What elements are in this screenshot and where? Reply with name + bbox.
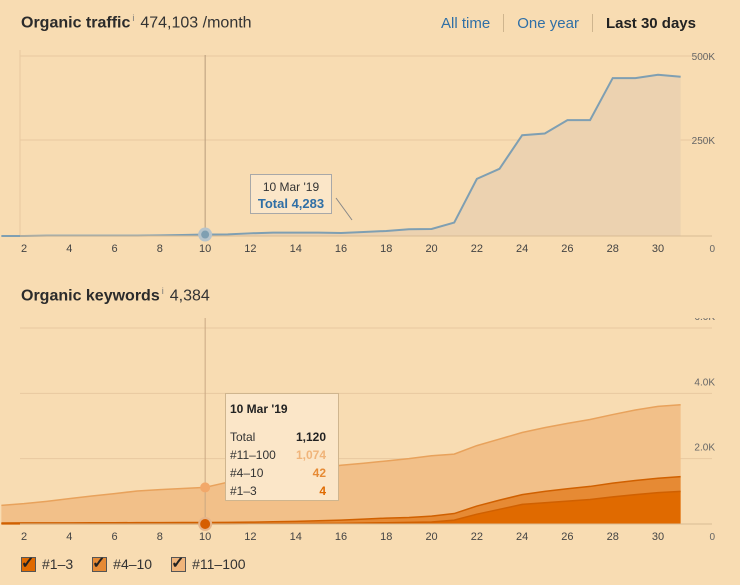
x-tick-label: 28	[607, 243, 619, 255]
hover-marker	[201, 230, 210, 239]
tooltip-date: 10 Mar '19	[230, 402, 288, 416]
x-tick-label: 4	[66, 243, 72, 255]
organic-keywords-title: Organic keywords	[21, 287, 160, 305]
x-tick-label: 12	[244, 243, 256, 255]
checkbox-icon[interactable]: ✓	[21, 555, 36, 572]
tooltip-pointer	[335, 197, 353, 221]
tooltip-row-label: #11–100	[230, 448, 276, 462]
y-tick-label: 4.0K	[694, 377, 715, 388]
x-tick-label: 6	[112, 243, 118, 255]
area-4-10	[1, 476, 681, 524]
x-tick-label: 14	[290, 531, 302, 543]
x-tick-label: 2	[21, 243, 27, 255]
checkbox-icon[interactable]: ✓	[171, 555, 187, 572]
y-tick-label: 0	[709, 244, 715, 255]
x-tick-label: 24	[516, 531, 528, 543]
x-tick-label: 10	[199, 531, 211, 543]
x-tick-label: 20	[425, 531, 437, 543]
tooltip-row-value: 4	[319, 484, 326, 498]
x-tick-label: 22	[471, 531, 483, 543]
tooltip-total: Total 4,283	[257, 196, 325, 211]
organic-traffic-value: 474,103 /month	[140, 14, 252, 32]
tab-one-year[interactable]: One year	[517, 14, 579, 32]
x-tick-label: 28	[607, 531, 619, 543]
y-tick-label: 6.0K	[694, 318, 715, 323]
tooltip-row-value: 1,074	[295, 448, 326, 462]
tooltip-row-value: 1,120	[295, 430, 326, 444]
traffic-area	[1, 74, 681, 236]
info-icon[interactable]: i	[161, 286, 164, 296]
checkbox-icon[interactable]: ✓	[92, 555, 108, 572]
legend-label: #4–10	[113, 556, 153, 572]
x-tick-label: 16	[335, 243, 347, 255]
organic-keywords-value: 4,384	[169, 287, 210, 305]
hover-marker	[200, 519, 211, 529]
organic-traffic-title: Organic traffic	[21, 14, 131, 32]
checkmark-icon: ✓	[21, 554, 35, 572]
x-tick-label: 20	[425, 243, 437, 255]
divider	[503, 14, 505, 32]
area-4-10-line	[1, 475, 681, 524]
legend-item[interactable]: ✓ #11–100	[171, 555, 246, 572]
tooltip-row-label: #1–3	[230, 484, 257, 498]
x-tick-label: 4	[66, 531, 72, 543]
x-tick-label: 10	[199, 243, 211, 255]
x-tick-label: 22	[471, 243, 483, 255]
x-tick-label: 30	[652, 243, 664, 255]
x-tick-label: 6	[112, 531, 118, 543]
x-tick-label: 26	[561, 243, 573, 255]
traffic-tooltip: 10 Mar '19 Total 4,283	[250, 174, 332, 214]
x-tick-label: 8	[157, 531, 163, 543]
keywords-legend: ✓ #1–3 ✓ #4–10 ✓ #11–100	[21, 555, 265, 572]
checkmark-icon: ✓	[92, 554, 106, 572]
legend-label: #11–100	[192, 556, 246, 572]
tooltip-row-label: #4–10	[230, 466, 264, 480]
legend-label: #1–3	[42, 556, 74, 572]
tab-last-30-days[interactable]: Last 30 days	[605, 14, 696, 32]
keywords-tooltip: 10 Mar '19 Total 1,120 #11–100 1,074 #4–10 42…	[225, 393, 339, 501]
tooltip-row-value: 42	[312, 466, 326, 480]
x-tick-label: 8	[157, 243, 163, 255]
area-11-100	[1, 404, 681, 523]
x-tick-label: 18	[380, 243, 392, 255]
y-tick-label: 2.0K	[694, 443, 715, 454]
x-tick-label: 2	[21, 531, 27, 543]
x-tick-label: 12	[244, 531, 256, 543]
x-tick-label: 26	[561, 531, 573, 543]
hover-marker-total	[200, 482, 211, 493]
organic-traffic-header: Organic traffic i 474,103 /month	[21, 13, 252, 32]
tab-all-time[interactable]: All time	[441, 14, 491, 32]
x-tick-label: 30	[652, 531, 664, 543]
y-tick-label: 250K	[692, 136, 716, 147]
organic-keywords-header: Organic keywords i 4,384	[21, 286, 210, 305]
legend-item[interactable]: ✓ #4–10	[92, 555, 153, 572]
area-top-3	[1, 491, 681, 524]
tooltip-row-label: Total	[230, 430, 256, 444]
y-tick-label: 0	[709, 532, 715, 543]
x-tick-label: 18	[380, 531, 392, 543]
legend-item[interactable]: ✓ #1–3	[21, 555, 74, 572]
date-range-tabs: All time One year Last 30 days	[428, 14, 696, 32]
y-tick-label: 500K	[692, 52, 716, 63]
info-icon[interactable]: i	[132, 13, 135, 23]
x-tick-label: 16	[335, 531, 347, 543]
area-11-100-line	[1, 404, 681, 507]
x-tick-label: 24	[516, 243, 528, 255]
tooltip-rows: Total 1,120 #11–100 1,074 #4–10 42 #1–3 4	[226, 428, 338, 500]
tooltip-row: #1–3 4	[226, 482, 338, 500]
divider	[591, 14, 593, 32]
tooltip-row: Total 1,120	[226, 428, 338, 446]
tooltip-row: #4–10 42	[226, 464, 338, 482]
tooltip-date: 10 Mar '19	[262, 180, 320, 194]
checkmark-icon: ✓	[171, 554, 185, 572]
x-tick-label: 14	[290, 243, 302, 255]
tooltip-row: #11–100 1,074	[226, 446, 338, 464]
